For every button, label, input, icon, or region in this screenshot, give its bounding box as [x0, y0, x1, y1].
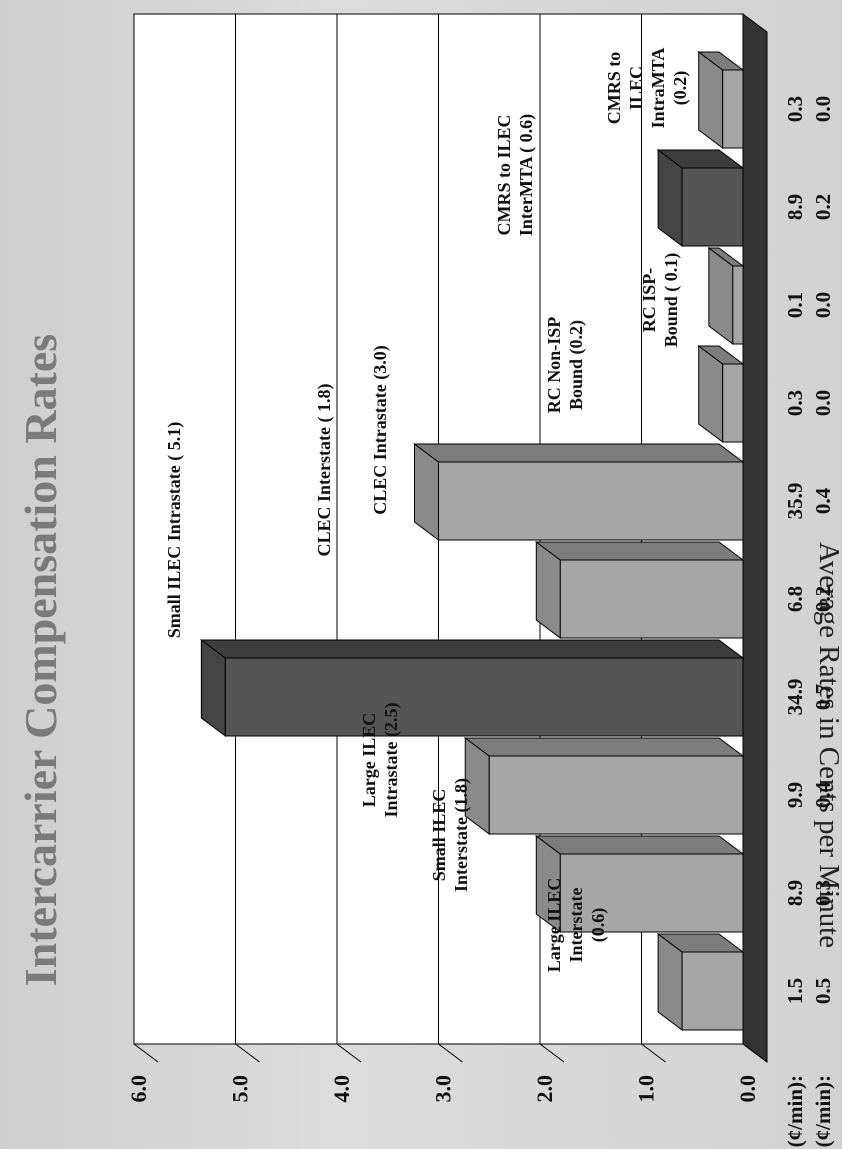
annotation-label: (0.2) [670, 71, 691, 106]
annotation-label: Large ILEC [544, 878, 564, 973]
low-value-label: 0.2 [811, 586, 835, 612]
low-value-label: 0.3 [811, 880, 835, 906]
row-label-low: Low (¢/min): [811, 1075, 835, 1149]
gridline-depth [539, 1043, 565, 1063]
annotation-label: CMRS to ILEC [494, 114, 514, 235]
high-value-label: 34.9 [783, 679, 807, 716]
gridline-depth [235, 1043, 260, 1063]
bar [559, 853, 744, 933]
bar [732, 265, 744, 345]
gridline-depth [641, 1043, 666, 1063]
annotation-label: IntraMTA [648, 48, 668, 129]
bar-group [697, 345, 745, 443]
annotation-label: Bound (0.2) [566, 320, 587, 410]
bar-group [534, 835, 745, 933]
bar-side-face [413, 443, 745, 463]
bar-side-face [534, 541, 745, 561]
bar-group [463, 737, 745, 835]
low-value-label: 0.0 [811, 96, 835, 122]
bar-group [199, 639, 745, 737]
y-tick-label: 4.0 [329, 1075, 354, 1103]
annotation-label: Interstate (1.8) [451, 778, 472, 892]
bar [559, 559, 744, 639]
bar-group [534, 541, 745, 639]
bar [224, 657, 744, 737]
annotation-label: CLEC Interstate ( 1.8) [314, 384, 335, 557]
annotation-label: InterMTA ( 0.6) [516, 114, 537, 236]
bar-side-face [534, 835, 745, 855]
bar-group [413, 443, 745, 541]
annotation-label: (0.6) [588, 908, 609, 943]
high-value-label: 8.9 [783, 880, 807, 906]
high-value-label: 8.9 [783, 194, 807, 220]
bar [681, 951, 744, 1031]
bar [722, 363, 744, 443]
gridline-depth [438, 1043, 463, 1063]
bar-group [656, 933, 745, 1031]
annotation-label: CMRS to [604, 52, 624, 125]
bar-group [707, 247, 745, 345]
annotation-label: RC ISP- [639, 268, 659, 333]
low-value-label: 0.2 [811, 194, 835, 220]
y-tick-label: 1.0 [634, 1075, 659, 1103]
low-value-label: 0.0 [811, 390, 835, 416]
bar [681, 167, 744, 247]
bar-group [656, 149, 745, 247]
bar [488, 755, 744, 835]
bar [722, 69, 744, 149]
annotation-label: RC Non-ISP [544, 317, 564, 414]
chart-title: Intercarrier Compensation Rates [15, 334, 66, 986]
high-value-label: 0.3 [783, 390, 807, 416]
high-value-label: 1.5 [783, 978, 807, 1004]
bar-group [697, 51, 745, 149]
row-label-high: High (¢/min): [783, 1075, 807, 1149]
chart-floor [742, 13, 768, 1063]
annotation-label: Small ILEC Intrastate ( 5.1) [164, 422, 185, 639]
y-tick-label: 6.0 [126, 1075, 151, 1103]
annotation-label: Large ILEC [359, 713, 379, 808]
y-tick-label: 3.0 [431, 1075, 456, 1103]
annotation-label: ILEC [626, 66, 646, 110]
low-value-label: 0.0 [811, 292, 835, 318]
high-value-label: 6.8 [783, 586, 807, 612]
low-value-label: 0.7 [811, 684, 835, 710]
y-tick-label: 5.0 [228, 1075, 253, 1103]
gridline-depth [133, 1043, 159, 1063]
bar-side-face [463, 737, 745, 757]
low-value-label: 0.4 [811, 781, 835, 808]
y-tick-label: 2.0 [532, 1075, 557, 1103]
low-value-label: 0.5 [811, 978, 835, 1004]
gridline-depth [336, 1043, 362, 1063]
y-axis-title: Average Rates in Cents per Minute [813, 542, 842, 948]
annotation-label: Interstate [566, 888, 586, 963]
annotation-label: CLEC Intrastate (3.0) [370, 345, 391, 514]
high-value-label: 0.3 [783, 96, 807, 122]
annotation-label: Intrastate (2.5) [381, 703, 402, 818]
high-value-label: 0.1 [783, 292, 807, 318]
plot-layer: 0.01.02.03.04.05.06.01.5 0.58.9 0.39.9 0.43… [126, 13, 835, 1103]
high-value-label: 35.9 [783, 483, 807, 520]
bar-side-face [199, 639, 745, 659]
annotation-label: Small ILEC [429, 789, 449, 882]
bar [438, 461, 744, 541]
y-tick-label: 0.0 [735, 1075, 760, 1103]
high-value-label: 9.9 [783, 782, 807, 808]
low-value-label: 0.4 [811, 487, 835, 514]
annotation-label: Bound ( 0.1) [661, 253, 682, 348]
